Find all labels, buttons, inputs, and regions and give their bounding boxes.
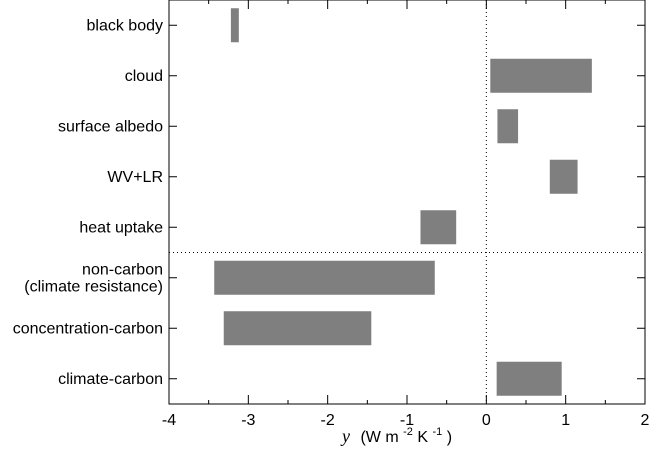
x-tick-label: 1 — [561, 412, 570, 429]
x-axis-unit-mid: K — [417, 429, 428, 446]
x-axis-variable: y — [340, 426, 350, 446]
category-label-line: concentration-carbon — [13, 320, 163, 337]
y-ticks — [169, 24, 645, 380]
range-bar — [230, 8, 239, 43]
category-label: black body — [87, 17, 164, 34]
x-tick-label: 0 — [482, 412, 491, 429]
x-ticks: -4 -3 -2 -1 0 1 2 — [162, 0, 650, 429]
x-tick-label: -4 — [162, 412, 176, 429]
x-tick-label: -1 — [400, 412, 414, 429]
range-bar — [549, 159, 578, 194]
category-label: cloud — [125, 68, 163, 85]
category-label-line: WV+LR — [107, 169, 163, 186]
category-label-line: climate-carbon — [58, 371, 163, 388]
x-axis-unit-open: (W m — [360, 429, 398, 446]
category-label: WV+LR — [107, 169, 163, 186]
category-label-line: non-carbon — [82, 261, 163, 278]
category-label: climate-carbon — [58, 371, 163, 388]
reference-lines — [169, 0, 645, 404]
category-label: heat uptake — [79, 219, 163, 236]
category-labels: black body cloud surface albedo WV+LR heat u… — [13, 17, 163, 388]
x-axis-unit-close: ) — [447, 429, 452, 446]
category-label: concentration-carbon — [13, 320, 163, 337]
x-axis-unit-sup2: -1 — [432, 426, 442, 438]
bars — [214, 8, 592, 396]
category-label-line: black body — [87, 17, 164, 34]
range-bar — [420, 210, 457, 245]
category-label-line: (climate resistance) — [24, 278, 163, 295]
category-label-line: cloud — [125, 68, 163, 85]
category-label-line: surface albedo — [58, 118, 163, 135]
x-tick-label: -2 — [321, 412, 335, 429]
x-tick-label: -3 — [241, 412, 255, 429]
range-bar — [497, 109, 519, 144]
x-axis-title: y (W m -2 K -1 ) — [340, 422, 452, 446]
x-axis-unit-sup1: -2 — [403, 426, 413, 438]
category-label: non-carbon (climate resistance) — [24, 261, 163, 295]
category-label-line: heat uptake — [79, 219, 163, 236]
x-tick-label: 2 — [641, 412, 650, 429]
range-bar — [496, 361, 562, 396]
range-bar — [490, 58, 592, 93]
category-label: surface albedo — [58, 118, 163, 135]
range-bar — [214, 260, 435, 295]
range-bar — [223, 311, 372, 346]
